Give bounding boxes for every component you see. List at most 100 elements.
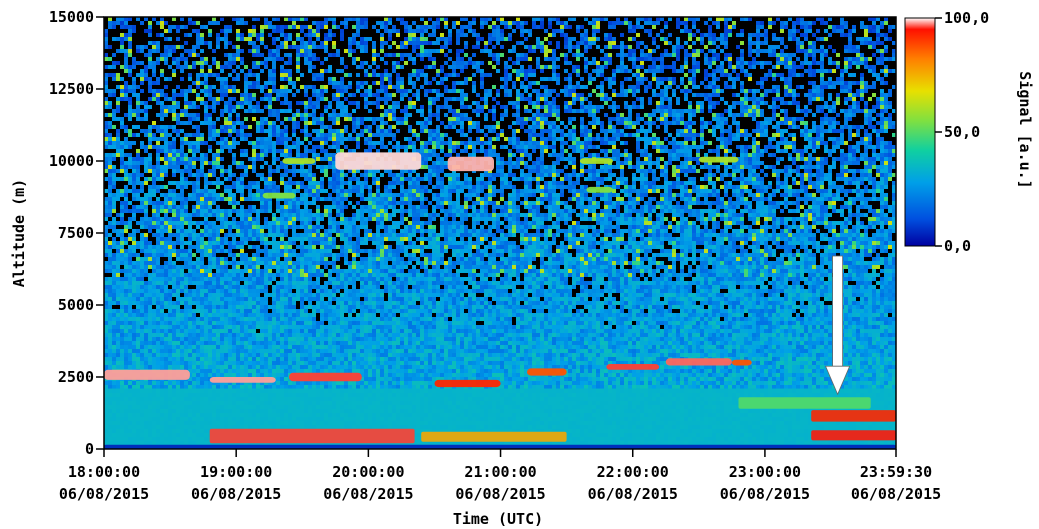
heat-cell: [656, 81, 660, 85]
heat-cell: [752, 93, 756, 97]
heat-cell: [128, 77, 132, 81]
heat-cell: [136, 45, 140, 49]
heat-cell: [212, 53, 216, 57]
heat-cell: [228, 97, 232, 101]
heat-cell: [684, 49, 688, 53]
heat-cell: [356, 53, 360, 57]
heat-cell: [368, 49, 372, 53]
heat-cell: [536, 69, 540, 73]
heat-cell: [796, 61, 800, 65]
heat-cell: [860, 69, 864, 73]
heat-cell: [272, 25, 276, 29]
heat-cell: [352, 65, 356, 69]
heat-cell: [388, 85, 392, 89]
heat-cell: [496, 85, 500, 89]
heat-cell: [728, 73, 732, 77]
heat-cell: [352, 101, 356, 105]
heat-cell: [680, 65, 684, 69]
heat-cell: [260, 109, 264, 113]
heat-cell: [840, 105, 844, 109]
heat-cell: [660, 33, 664, 37]
heat-cell: [624, 61, 628, 65]
heat-cell: [580, 45, 584, 49]
heat-cell: [776, 69, 780, 73]
heat-cell: [200, 101, 204, 105]
heat-cell: [412, 97, 416, 101]
heat-cell: [812, 45, 816, 49]
heat-cell: [372, 97, 376, 101]
heat-cell: [388, 33, 392, 37]
heat-cell: [584, 101, 588, 105]
heat-cell: [816, 113, 820, 117]
heat-cell: [372, 73, 376, 77]
heat-cell: [176, 85, 180, 89]
heat-cell: [208, 81, 212, 85]
heat-cell: [264, 93, 268, 97]
heat-cell: [132, 105, 136, 109]
heat-cell: [536, 105, 540, 109]
heat-cell: [688, 109, 692, 113]
heat-cell: [812, 69, 816, 73]
heat-cell: [620, 45, 624, 49]
heat-cell: [140, 77, 144, 81]
heat-cell: [272, 21, 276, 25]
heat-cell: [288, 109, 292, 113]
heat-cell: [496, 77, 500, 81]
heat-cell: [572, 65, 576, 69]
heat-cell: [812, 41, 816, 45]
heat-cell: [496, 61, 500, 65]
heat-cell: [344, 45, 348, 49]
heat-cell: [748, 25, 752, 29]
heat-cell: [452, 21, 456, 25]
heat-cell: [236, 49, 240, 53]
heat-cell: [352, 69, 356, 73]
heat-cell: [548, 57, 552, 61]
heat-cell: [296, 29, 300, 33]
heat-cell: [872, 77, 876, 81]
heat-cell: [576, 45, 580, 49]
heat-cell: [584, 37, 588, 41]
heat-cell: [464, 81, 468, 85]
heat-cell: [732, 61, 736, 65]
heat-cell: [524, 109, 528, 113]
heat-cell: [396, 45, 400, 49]
heat-cell: [240, 57, 244, 61]
heat-cell: [856, 33, 860, 37]
heat-cell: [512, 53, 516, 57]
heat-cell: [180, 53, 184, 57]
heat-cell: [152, 61, 156, 65]
heat-cell: [684, 69, 688, 73]
heat-cell: [632, 33, 636, 37]
heat-cell: [880, 105, 884, 109]
heat-cell: [320, 25, 324, 29]
heat-cell: [508, 49, 512, 53]
heat-cell: [760, 73, 764, 77]
heat-cell: [664, 41, 668, 45]
heat-cell: [216, 57, 220, 61]
heat-cell: [216, 97, 220, 101]
heat-cell: [552, 101, 556, 105]
heat-cell: [436, 97, 440, 101]
heat-cell: [352, 57, 356, 61]
heat-cell: [520, 49, 524, 53]
heat-cell: [124, 101, 128, 105]
heat-cell: [348, 25, 352, 29]
heat-cell: [176, 65, 180, 69]
heat-cell: [300, 45, 304, 49]
heat-cell: [176, 37, 180, 41]
heat-cell: [772, 97, 776, 101]
heat-cell: [648, 53, 652, 57]
heat-cell: [880, 97, 884, 101]
heat-cell: [544, 101, 548, 105]
heat-cell: [624, 81, 628, 85]
heat-cell: [172, 117, 176, 121]
heat-cell: [692, 65, 696, 69]
heat-cell: [724, 69, 728, 73]
heat-cell: [272, 49, 276, 53]
heat-cell: [112, 117, 116, 121]
heat-cell: [412, 21, 416, 25]
heat-cell: [596, 41, 600, 45]
heat-cell: [304, 81, 308, 85]
heat-cell: [596, 81, 600, 85]
heat-cell: [348, 113, 352, 117]
